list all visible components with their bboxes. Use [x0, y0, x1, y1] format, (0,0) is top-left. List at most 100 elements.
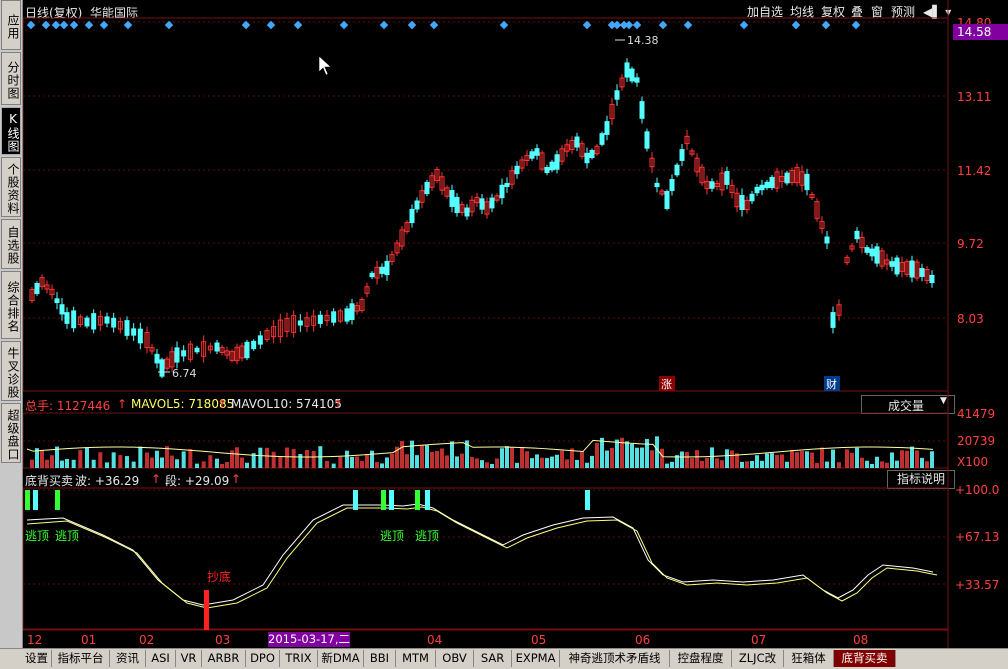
candle-body [234, 346, 240, 362]
bottom-tab-6[interactable]: DPO [246, 650, 280, 667]
volume-bar [710, 447, 714, 468]
candle-body [429, 175, 435, 188]
volume-bar [540, 457, 544, 468]
volume-bar [750, 461, 754, 468]
candle-body [549, 161, 555, 171]
volume-bar [530, 458, 534, 468]
volume-bar [650, 450, 654, 468]
volume-bar [837, 462, 841, 468]
volume-bar [610, 447, 614, 468]
header-button-5[interactable]: 预测 [891, 5, 916, 19]
candle-body [924, 269, 930, 281]
candle-body [674, 164, 680, 176]
month-label: 03 [215, 633, 231, 647]
volume-bar [640, 447, 644, 468]
candle-body [59, 304, 65, 315]
volume-bar [440, 448, 444, 468]
bottom-tab-1[interactable]: 指标平台 [52, 650, 110, 667]
left-tab-7[interactable]: 超级盘口 [1, 403, 21, 463]
candle-body [914, 261, 920, 279]
candle-body [874, 246, 880, 264]
low-price-marker: 6.74 [172, 367, 197, 380]
month-label: 01 [81, 633, 97, 647]
bottom-tab-9[interactable]: BBI [364, 650, 396, 667]
volume-bar [725, 449, 729, 468]
volume-bar [220, 463, 224, 468]
indicator-axis-label: +33.57 [955, 578, 1000, 592]
bottom-tab-0[interactable]: 设置 [22, 650, 52, 667]
left-tab-2[interactable]: K线图 [1, 107, 21, 155]
candle-body [919, 268, 925, 277]
candle-body [654, 182, 660, 188]
bottom-tab-8[interactable]: 新DMA [318, 650, 364, 667]
volume-bar [305, 449, 309, 468]
candle-body [394, 242, 400, 254]
header-button-3[interactable]: 叠 [851, 5, 864, 19]
bottom-tab-16[interactable]: ZLJC改 [732, 650, 784, 667]
volume-bar [510, 447, 514, 468]
signal-bar [25, 490, 30, 510]
volume-bar [655, 436, 659, 468]
candle-body [229, 351, 235, 361]
header-button-2[interactable]: 复权 [821, 5, 846, 19]
bottom-tab-3[interactable]: ASI [146, 650, 176, 667]
candle-body [104, 316, 110, 324]
volume-bar [680, 451, 684, 468]
bottom-tab-12[interactable]: SAR [474, 650, 512, 667]
volume-bar [155, 450, 159, 468]
volume-bar [515, 462, 519, 468]
volume-bar [430, 451, 434, 468]
candle-body [317, 314, 323, 324]
left-tab-1[interactable]: 分时图 [1, 52, 21, 105]
volume-bar [485, 462, 489, 468]
signal-bar [33, 490, 38, 510]
candle-body [271, 326, 277, 338]
candle-body [291, 315, 297, 333]
volume-bar [575, 459, 579, 468]
panel-toggle-icon[interactable]: ◀▌ ▾ [923, 5, 952, 19]
chart-area[interactable]: 日线(复权) 华能国际 加自选 均线 复权叠窗预测 ◀▌ ▾ 14.80 13.11 11… [23, 0, 1008, 648]
volume-bar [770, 453, 774, 468]
candle-body [529, 151, 535, 159]
volume-up-arrow-1: ↑ [117, 397, 128, 411]
candle-body [484, 201, 490, 215]
candle-body [534, 148, 540, 156]
volume-bar [138, 446, 143, 468]
diamond-marker [266, 20, 276, 30]
candle-body [759, 184, 765, 191]
month-label: 07 [751, 633, 767, 647]
candle-body [29, 289, 35, 301]
high-price-marker: 14.38 [627, 34, 659, 47]
left-tab-3[interactable]: 个股资料 [1, 157, 21, 217]
candle-body [419, 190, 425, 203]
volume-bar [145, 452, 149, 468]
signal-bar [389, 490, 394, 510]
volume-bar [735, 453, 739, 468]
wave-up-arrow: ↑ [151, 472, 162, 486]
header-button-4[interactable]: 窗 [871, 5, 884, 19]
left-tab-5[interactable]: 综合排名 [1, 271, 21, 339]
bottom-tab-15[interactable]: 控盘程度 [670, 650, 732, 667]
bottom-tab-10[interactable]: MTM [396, 650, 436, 667]
volume-bar [910, 446, 914, 468]
header-button-0[interactable]: 加自选 [747, 5, 784, 19]
left-tab-6[interactable]: 牛叉诊股 [1, 341, 21, 401]
bottom-tab-18[interactable]: 底背买卖 [834, 650, 896, 667]
segment-up-arrow: ↑ [231, 472, 242, 486]
bottom-tab-11[interactable]: OBV [436, 650, 474, 667]
volume-bar [45, 459, 49, 468]
bottom-tab-7[interactable]: TRIX [280, 650, 318, 667]
bottom-tab-17[interactable]: 狂箱体 [784, 650, 834, 667]
left-tab-0[interactable]: 应用 [1, 0, 21, 50]
left-tab-4[interactable]: 自选股 [1, 219, 21, 269]
bottom-tab-13[interactable]: EXPMA [512, 650, 560, 667]
segment-value: 段: +29.09 [165, 474, 230, 488]
bottom-tab-2[interactable]: 资讯 [110, 650, 146, 667]
volume-bar [585, 462, 589, 468]
bottom-tab-14[interactable]: 神奇逃顶术矛盾线 [560, 650, 670, 667]
bottom-tab-5[interactable]: ARBR [202, 650, 246, 667]
volume-bar [338, 456, 343, 468]
bottom-tab-4[interactable]: VR [176, 650, 202, 667]
header-button-1[interactable]: 均线 [790, 5, 815, 19]
